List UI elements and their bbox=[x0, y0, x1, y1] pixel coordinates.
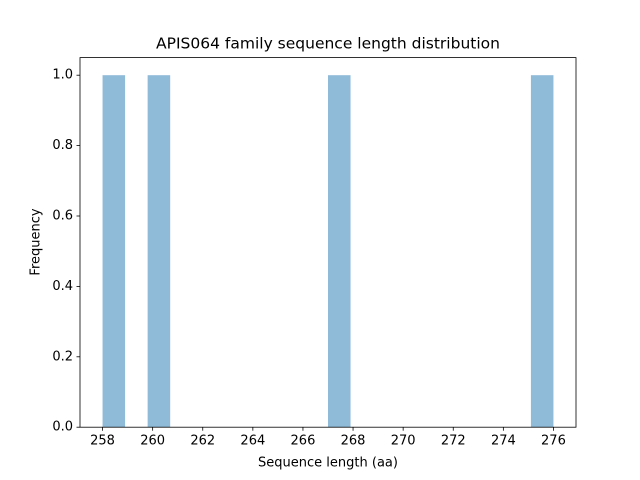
x-tick-label: 258 bbox=[90, 434, 115, 449]
x-tick-label: 270 bbox=[391, 434, 416, 449]
bar bbox=[102, 75, 126, 428]
y-tick-label: 0.8 bbox=[52, 138, 73, 153]
x-tick-label: 262 bbox=[190, 434, 215, 449]
x-tick-label: 274 bbox=[491, 434, 516, 449]
x-tick-label: 266 bbox=[291, 434, 316, 449]
x-tick-label: 276 bbox=[541, 434, 566, 449]
y-tick-label: 0.0 bbox=[52, 420, 73, 435]
y-tick-label: 1.0 bbox=[52, 68, 73, 83]
y-axis-label: Frequency bbox=[29, 208, 44, 275]
y-tick-label: 0.6 bbox=[52, 209, 73, 224]
x-tick-label: 268 bbox=[341, 434, 366, 449]
chart-title: APIS064 family sequence length distribut… bbox=[156, 35, 500, 53]
bar bbox=[530, 75, 554, 428]
y-tick-label: 0.4 bbox=[52, 279, 73, 294]
y-tick-label: 0.2 bbox=[52, 349, 73, 364]
x-tick-label: 260 bbox=[140, 434, 165, 449]
x-tick-label: 272 bbox=[441, 434, 466, 449]
plot-frame bbox=[79, 57, 577, 428]
bar bbox=[328, 75, 351, 428]
x-tick-label: 264 bbox=[240, 434, 265, 449]
x-axis-label: Sequence length (aa) bbox=[258, 456, 398, 471]
bar bbox=[147, 75, 171, 428]
